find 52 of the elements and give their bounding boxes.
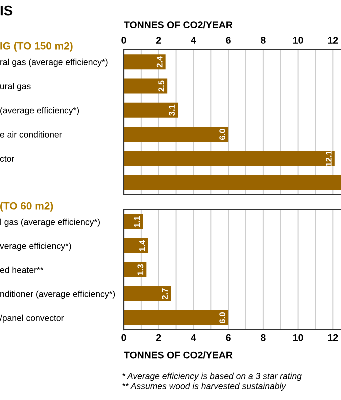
bar (124, 238, 148, 254)
x2-tick-label: 12 (328, 37, 338, 44)
y-tick-label: ed heater** (0, 266, 44, 274)
x-tick-label: 0 (122, 334, 126, 342)
y-tick-label: ural gas (0, 83, 31, 92)
bar (124, 78, 168, 94)
bar (124, 286, 172, 302)
x2-tick-label: 10 (294, 37, 304, 44)
bar (124, 127, 229, 142)
x-axis-title: TONNES OF CO2/YEAR (124, 352, 233, 359)
y-tick-label: ctor (0, 156, 14, 162)
text: IS (0, 6, 13, 16)
x2-tick-label: 4 (191, 37, 196, 44)
data-label: 3.1 (169, 104, 175, 116)
text: IG (TO 150 m2) (0, 42, 73, 52)
x-tick-label: 10 (294, 334, 304, 342)
text: ** Assumes wood is harvested sustainably (122, 382, 286, 392)
y-tick-label: verage efficiency*) (0, 242, 72, 251)
x-tick-label: 4 (191, 334, 196, 342)
x-tick-label: 8 (261, 334, 266, 342)
bar (124, 151, 335, 166)
y-tick-label: l gas (average efficiency*) (0, 218, 100, 227)
x2-tick-label: 8 (261, 37, 266, 44)
bar (124, 262, 147, 278)
bar (124, 214, 144, 230)
data-label: 2.5 (158, 80, 165, 92)
data-label: 6.0 (220, 312, 226, 324)
x-tick-label: 6 (226, 334, 231, 342)
data-label: 1.1 (134, 216, 140, 228)
data-label: 2.7 (162, 288, 168, 300)
y-tick-label: nditioner (average efficiency*) (0, 290, 116, 299)
y-tick-label: e air conditioner (0, 131, 62, 138)
data-label: 12.1 (326, 150, 332, 166)
text: (TO 60 m2) (0, 202, 54, 212)
data-label: 1.3 (138, 264, 144, 276)
bar (124, 102, 178, 118)
bar (124, 310, 229, 326)
data-label: 6.0 (220, 129, 226, 140)
y-tick-label: (average efficiency*) (0, 107, 80, 116)
y-tick-label: /panel convector (0, 314, 64, 323)
y-tick-label: ral gas (average efficiency*) (0, 58, 108, 68)
x2-axis-title: TONNES OF CO2/YEAR (124, 21, 233, 29)
data-label: 2.4 (156, 56, 163, 68)
text: * Average efficiency is based on a 3 star rating (122, 372, 302, 382)
bar (124, 175, 341, 190)
bar (124, 54, 166, 70)
x2-tick-label: 6 (226, 37, 231, 44)
x-tick-label: 12 (328, 334, 338, 342)
x2-tick-label: 2 (156, 37, 162, 44)
x2-tick-label: 0 (122, 37, 126, 44)
data-label: 1.4 (140, 240, 146, 252)
x-tick-label: 2 (156, 334, 162, 342)
